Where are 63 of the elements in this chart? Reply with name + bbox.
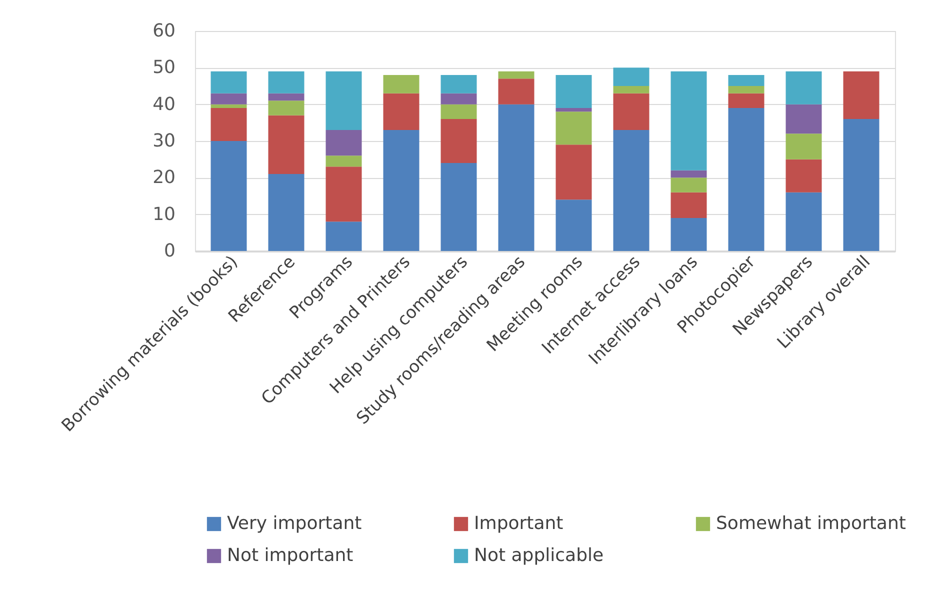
bar: [556, 75, 592, 108]
bar: [670, 192, 707, 218]
legend-label: Not applicable: [474, 545, 604, 566]
bar: [498, 78, 534, 104]
bar: [728, 93, 764, 108]
bar: [786, 159, 822, 192]
bar: [383, 130, 420, 251]
y-tick-label: 20: [152, 167, 176, 188]
bar: [326, 222, 362, 251]
bar: [210, 104, 247, 108]
y-tick-label: 0: [164, 240, 176, 262]
bar: [843, 119, 880, 251]
bar: [670, 218, 707, 251]
legend-label: Somewhat important: [716, 513, 906, 534]
bar: [210, 93, 247, 104]
bar: [613, 68, 650, 86]
bar: [268, 115, 304, 174]
y-tick-label: 10: [152, 204, 176, 225]
bar: [210, 141, 247, 251]
bar: [383, 93, 420, 130]
bar: [268, 174, 304, 251]
bar: [670, 178, 707, 192]
bar: [786, 104, 822, 134]
bar: [728, 108, 764, 251]
bar: [728, 86, 764, 94]
bar: [556, 200, 592, 251]
y-tick-label: 60: [152, 20, 176, 42]
bar: [326, 156, 362, 167]
bar: [613, 93, 650, 130]
bar: [210, 71, 247, 94]
bar: [843, 71, 880, 119]
y-tick-label: 50: [152, 57, 176, 78]
bar: [786, 192, 822, 251]
bar: [326, 130, 362, 156]
legend-label: Very important: [227, 513, 362, 534]
bar: [440, 75, 477, 94]
bar: [268, 93, 304, 101]
bar: [556, 108, 592, 112]
bar: [440, 119, 477, 163]
y-tick-label: 40: [152, 94, 176, 115]
bar: [440, 163, 477, 251]
bar: [498, 71, 534, 79]
bar: [670, 170, 707, 178]
bar: [326, 71, 362, 130]
bar: [440, 93, 477, 104]
bar: [786, 134, 822, 160]
bar: [383, 75, 420, 94]
bar: [556, 144, 592, 200]
bar: [498, 104, 534, 251]
bar: [786, 71, 822, 104]
bar: [440, 104, 477, 119]
bar: [728, 75, 764, 86]
bar: [613, 86, 650, 94]
bar: [268, 100, 304, 116]
legend-label: Not important: [227, 545, 354, 566]
bar: [210, 108, 247, 141]
bar: [670, 71, 707, 170]
bar: [268, 71, 304, 94]
y-tick-label: 30: [152, 130, 176, 152]
legend-label: Important: [474, 513, 564, 534]
bar: [326, 166, 362, 222]
bar: [613, 130, 650, 251]
bar: [556, 112, 592, 145]
